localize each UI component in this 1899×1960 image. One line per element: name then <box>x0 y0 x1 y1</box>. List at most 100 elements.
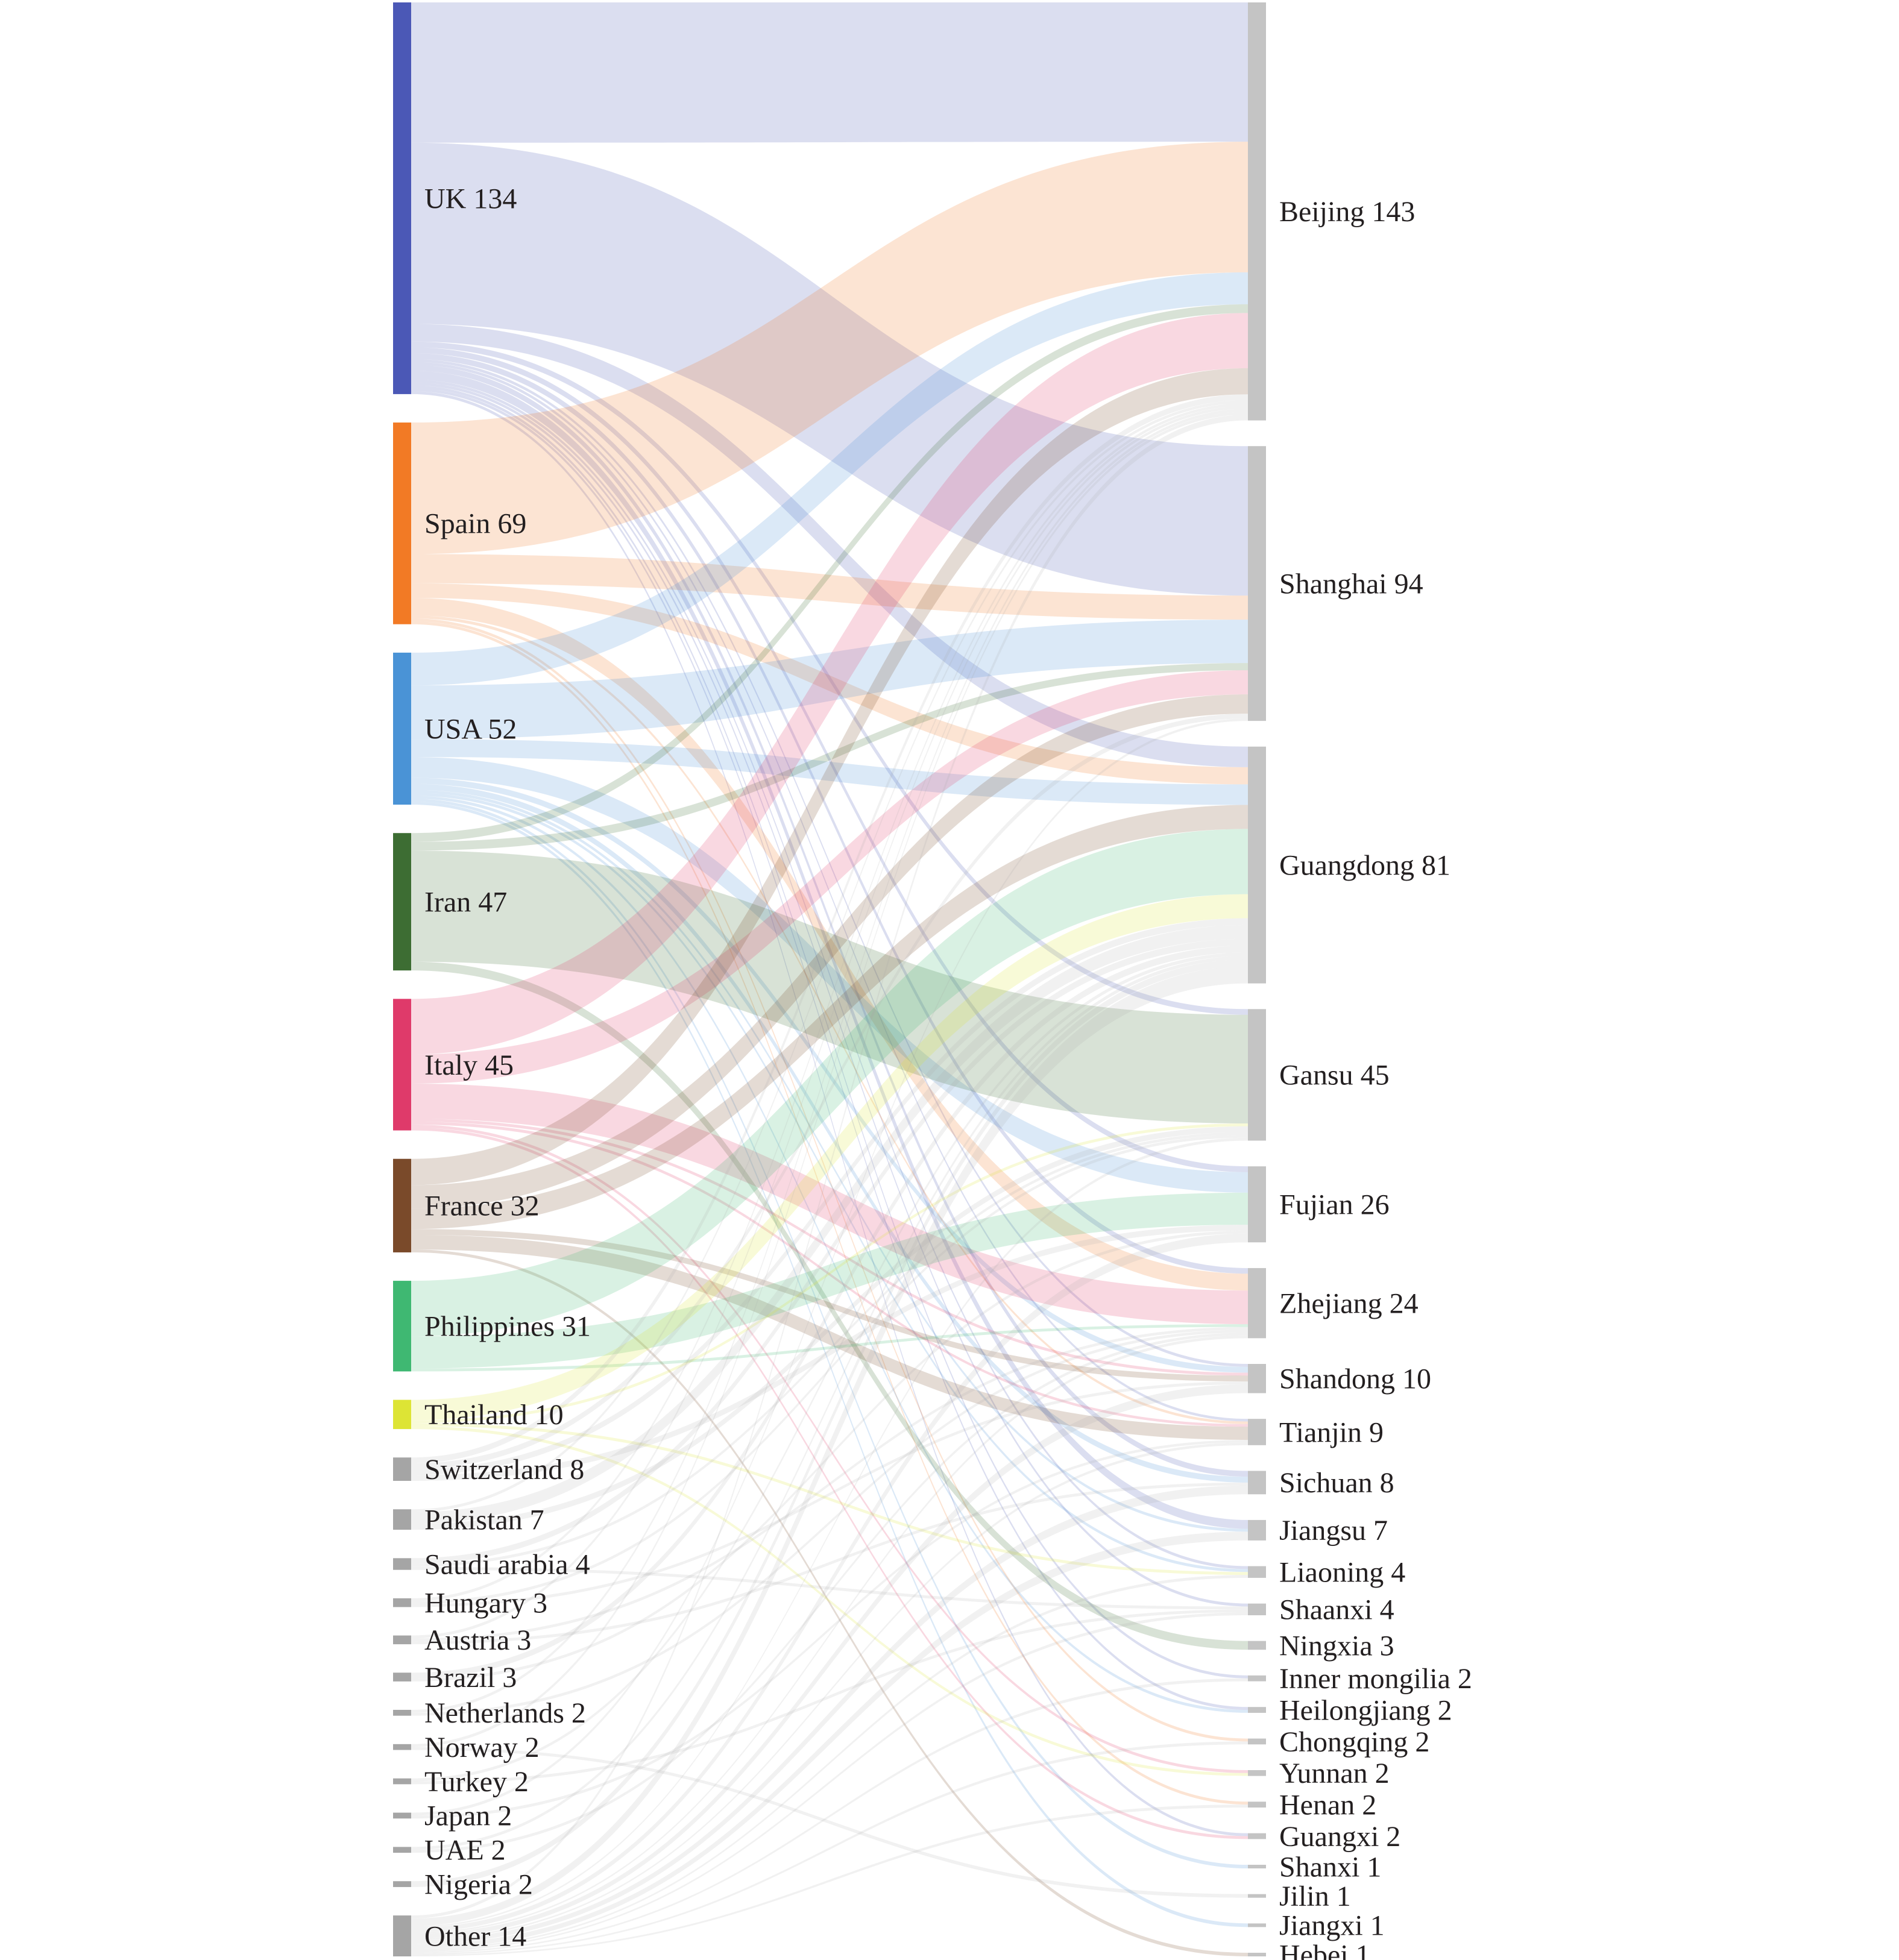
link-other-to-liaoning <box>411 1575 1248 1950</box>
source-label-other: Other 14 <box>424 1920 526 1952</box>
target-node-hebei <box>1248 1953 1266 1956</box>
link-pakistan-to-gansu <box>411 1126 1248 1530</box>
source-label-france: France 32 <box>424 1190 540 1222</box>
link-norway-to-jilin <box>411 1747 1248 1898</box>
link-uk-to-gansu <box>411 341 1248 1015</box>
link-uk-to-sichuan <box>411 365 1248 1477</box>
link-italy-to-beijing <box>411 313 1248 1055</box>
source-label-switzerland: Switzerland 8 <box>424 1454 584 1486</box>
link-netherlands-to-zhejiang <box>411 1330 1248 1716</box>
link-saudi-arabia-to-gansu <box>411 1132 1248 1567</box>
target-node-shanxi <box>1248 1865 1266 1869</box>
target-node-sichuan <box>1248 1471 1266 1495</box>
link-pakistan-to-guangdong <box>411 925 1248 1524</box>
target-node-liaoning <box>1248 1566 1266 1578</box>
target-node-shandong <box>1248 1364 1266 1393</box>
link-switzerland-to-shanghai <box>411 714 1248 1469</box>
source-node-iran <box>393 833 411 971</box>
link-uk-to-shanghai <box>411 142 1248 596</box>
link-uk-to-shandong <box>411 359 1248 1367</box>
target-node-fujian <box>1248 1166 1266 1243</box>
source-label-philippines: Philippines 31 <box>424 1311 591 1343</box>
link-usa-to-heilongjiang <box>411 796 1248 1713</box>
link-usa-to-guangdong <box>411 739 1248 805</box>
link-spain-to-henan <box>411 621 1248 1805</box>
link-spain-to-chongqing <box>411 618 1248 1742</box>
link-france-to-shanghai <box>411 694 1248 1209</box>
link-iran-to-shanghai <box>411 663 1248 851</box>
link-usa-to-beijing <box>411 272 1248 686</box>
link-pakistan-to-beijing <box>411 400 1248 1513</box>
link-thailand-to-gansu <box>411 1123 1248 1424</box>
link-usa-to-shanxi <box>411 799 1248 1869</box>
source-node-usa <box>393 652 411 805</box>
source-node-spain <box>393 422 411 624</box>
link-hungary-to-beijing <box>411 403 1248 1601</box>
link-philippines-to-fujian <box>411 1192 1248 1369</box>
link-iran-to-gansu <box>411 850 1248 1124</box>
target-node-beijing <box>1248 2 1266 421</box>
link-italy-to-zhejiang <box>411 1083 1248 1325</box>
source-label-italy: Italy 45 <box>424 1049 514 1081</box>
link-other-to-henan <box>411 1805 1248 1956</box>
target-node-jiangxi <box>1248 1923 1266 1927</box>
target-label-jilin: Jilin 1 <box>1279 1880 1351 1912</box>
target-node-heilongjiang <box>1248 1707 1266 1713</box>
target-label-zhejiang: Zhejiang 24 <box>1279 1287 1419 1319</box>
link-other-to-guangdong <box>411 966 1248 1926</box>
target-label-henan: Henan 2 <box>1279 1789 1376 1821</box>
target-label-guangxi: Guangxi 2 <box>1279 1821 1400 1853</box>
link-switzerland-to-beijing <box>411 394 1248 1463</box>
source-node-philippines <box>393 1281 411 1372</box>
link-other-to-beijing <box>411 414 1248 1919</box>
target-label-heilongjiang: Heilongjiang 2 <box>1279 1694 1452 1726</box>
link-other-to-chongqing <box>411 1741 1248 1955</box>
target-node-zhejiang <box>1248 1267 1266 1339</box>
source-label-thailand: Thailand 10 <box>424 1399 564 1431</box>
link-hungary-to-gansu <box>411 1135 1248 1604</box>
link-usa-to-shandong <box>411 777 1248 1373</box>
link-spain-to-beijing <box>411 142 1248 554</box>
link-uk-to-beijing <box>411 2 1248 143</box>
link-uae-to-zhejiang <box>411 1333 1248 1853</box>
link-saudi-arabia-to-guangdong <box>411 938 1248 1564</box>
nodes <box>393 2 1266 1956</box>
link-japan-to-shanghai <box>411 718 1248 1816</box>
link-switzerland-to-guangdong <box>411 918 1248 1475</box>
link-spain-to-zhejiang <box>411 598 1248 1291</box>
source-node-japan <box>393 1812 411 1819</box>
source-label-spain: Spain 69 <box>424 508 526 540</box>
target-label-inner-mongilia: Inner mongilia 2 <box>1279 1663 1472 1695</box>
link-uk-to-zhejiang <box>411 353 1248 1274</box>
link-norway-to-beijing <box>411 412 1248 1747</box>
target-label-beijing: Beijing 143 <box>1279 196 1415 228</box>
link-iran-to-ningxia <box>411 961 1248 1650</box>
target-node-ningxia <box>1248 1641 1266 1650</box>
link-other-to-gansu <box>411 1137 1248 1928</box>
link-iran-to-beijing <box>411 304 1248 842</box>
link-other-to-jiangsu <box>411 1531 1248 1949</box>
source-node-norway <box>393 1744 411 1750</box>
link-other-to-shaanxi <box>411 1612 1248 1952</box>
source-label-brazil: Brazil 3 <box>424 1662 517 1694</box>
link-other-to-zhejiang <box>411 1335 1248 1934</box>
link-france-to-guangdong <box>411 805 1248 1230</box>
flow-links <box>411 2 1248 1956</box>
link-uae-to-guangdong <box>411 956 1248 1850</box>
link-austria-to-beijing <box>411 406 1248 1639</box>
source-node-france <box>393 1158 411 1252</box>
source-node-italy <box>393 999 411 1131</box>
link-philippines-to-zhejiang <box>411 1324 1248 1372</box>
link-turkey-to-shaanxi <box>411 1609 1248 1785</box>
link-usa-to-shanghai <box>411 620 1248 740</box>
target-label-fujian: Fujian 26 <box>1279 1189 1390 1221</box>
target-node-inner-mongilia <box>1248 1675 1266 1682</box>
target-label-jiangsu: Jiangsu 7 <box>1279 1515 1388 1547</box>
link-spain-to-tianjin <box>411 615 1248 1424</box>
target-node-jiangsu <box>1248 1519 1266 1541</box>
link-usa-to-fujian <box>411 756 1248 1193</box>
link-uk-to-guangxi <box>411 391 1248 1836</box>
source-label-iran: Iran 47 <box>424 887 507 919</box>
